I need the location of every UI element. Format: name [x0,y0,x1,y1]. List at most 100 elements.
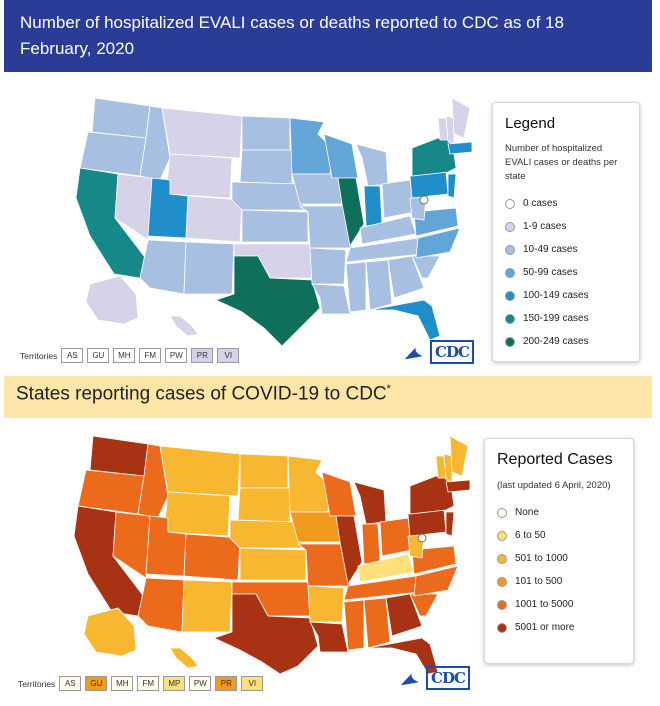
territory-chip: MH [111,676,134,691]
state-ks [239,547,307,581]
state-fl [369,299,441,341]
covid-territories: Territories AS GU MH FM MP PW PR VI [18,676,264,691]
state-ne [229,519,303,549]
legend-item: None [497,501,633,524]
state-ak [85,275,139,325]
covid-us-map [73,435,471,675]
covid-title-text: States reporting cases of COVID-19 to CD… [16,383,387,405]
state-ms [345,261,367,313]
state-in [361,523,381,565]
evali-title-bar [4,0,652,72]
legend-item: 101 to 500 [497,570,633,593]
state-va [411,545,457,575]
evali-legend: Legend Number of hospitalized EVALI case… [492,102,640,362]
evali-us-map [75,97,473,347]
state-wy [165,153,233,199]
covid-title-asterisk: * [386,383,391,395]
territory-chip: FM [137,676,160,691]
evali-map-title: Number of hospitalized EVALI cases or de… [20,13,564,58]
state-va [413,207,459,237]
state-ia [289,511,341,543]
state-oh [381,179,415,219]
state-al [363,597,391,649]
legend-swatch [505,267,515,278]
legend-swatch [497,622,507,633]
state-wa [89,435,149,477]
state-ar [307,585,345,623]
state-mn [289,117,333,175]
state-nm [181,579,233,633]
legend-swatch [505,244,515,255]
legend-title: Reported Cases [497,451,613,468]
state-dc [417,533,427,543]
state-co [183,533,241,581]
state-me [449,435,469,477]
state-al [365,259,393,311]
legend-description: Number of hospitalized EVALI cases or de… [505,143,618,182]
state-mt [161,107,243,159]
state-ne [231,181,305,211]
state-il [337,177,365,248]
legend-swatch [497,576,507,587]
legend-item: 0 cases [505,192,639,215]
state-ma [447,141,473,155]
legend-swatch [505,290,515,301]
evali-territories: Territories AS GU MH FM PW PR VI [20,348,240,363]
covid-legend: Reported Cases (last updated 6 April, 20… [484,438,634,664]
legend-item: 150-199 cases [505,307,639,330]
state-mn [287,455,331,513]
state-me [451,97,471,139]
state-ks [241,209,309,243]
state-wi [321,471,357,517]
state-la [311,283,351,315]
state-ga [387,255,425,299]
territory-chip: FM [139,348,162,363]
legend-item: 200-249 cases [505,330,639,353]
state-mt [159,445,241,497]
state-az [139,239,187,295]
state-oh [379,517,413,557]
state-tx [214,255,321,347]
hhs-eagle-icon [399,671,422,687]
state-mi [355,143,389,187]
legend-item-label: 1001 to 5000 [515,599,574,610]
legend-swatch [505,336,515,347]
state-nd [239,453,289,489]
legend-item-label: 1-9 cases [523,221,567,232]
territory-chip: PW [165,348,188,363]
state-nj [445,511,455,537]
state-il [335,515,363,586]
state-hi [169,315,199,337]
legend-item-label: 50-99 cases [523,267,578,278]
covid-map-title: States reporting cases of COVID-19 to CD… [16,383,391,405]
territory-chip: MH [113,348,136,363]
territory-chip: AS [59,676,82,691]
legend-item: 6 to 50 [497,524,633,547]
state-ar [309,247,347,285]
state-az [137,577,185,633]
territory-chip: PR [191,348,214,363]
legend-item-label: 10-49 cases [523,244,578,255]
territory-chip: GU [85,676,108,691]
state-sc [411,255,441,279]
state-in [363,185,383,227]
legend-item: 5001 or more [497,616,633,639]
territories-label: Territories [18,678,56,689]
legend-item: 1001 to 5000 [497,593,633,616]
legend-swatch [497,553,507,564]
covid-cdc-logo: CDC [398,666,470,690]
legend-swatch [497,530,507,541]
legend-item-label: 6 to 50 [515,530,546,541]
state-nd [241,115,291,151]
covid-title-bar [4,376,652,418]
state-sd [239,149,293,185]
legend-title: Legend [505,115,556,132]
state-nj [447,173,457,199]
legend-item-label: 5001 or more [515,622,575,633]
evali-cdc-logo: CDC [402,340,474,364]
state-co [185,195,243,243]
legend-item-label: None [515,507,539,518]
legend-item: 10-49 cases [505,238,639,261]
legend-item-label: 200-249 cases [523,336,589,347]
legend-swatch [505,313,515,324]
